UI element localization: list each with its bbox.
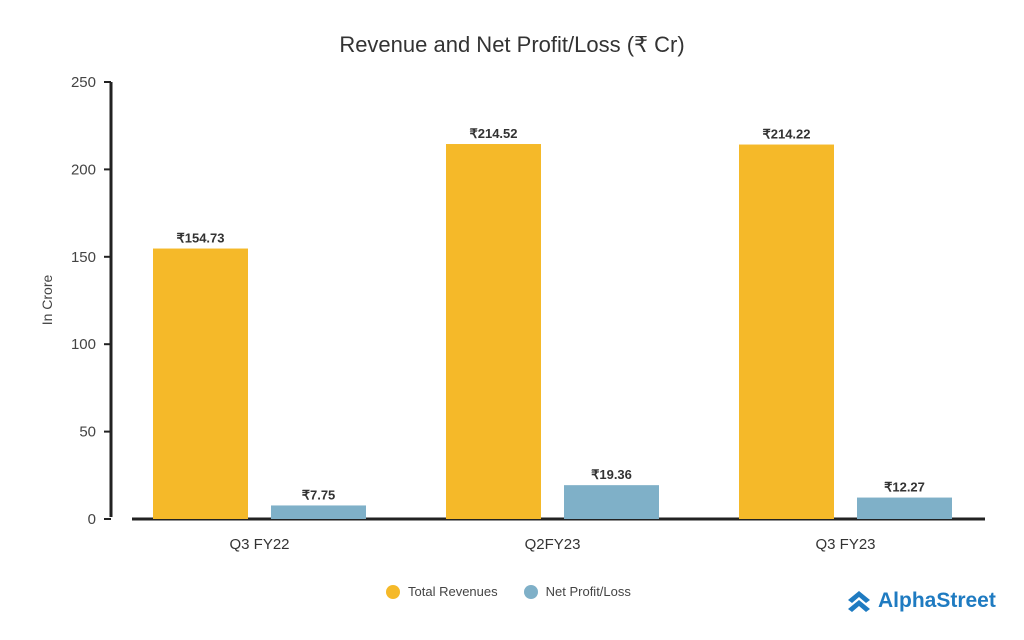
chart-title: Revenue and Net Profit/Loss (₹ Cr) [339, 32, 684, 57]
x-tick-label: Q3 FY22 [229, 536, 289, 553]
data-label: ₹12.27 [884, 480, 925, 495]
data-label: ₹7.75 [302, 487, 336, 502]
legend-label: Total Revenues [408, 584, 498, 599]
x-tick-label: Q3 FY23 [815, 536, 875, 553]
y-tick-label: 200 [71, 161, 96, 178]
y-tick-label: 100 [71, 336, 96, 353]
y-tick-label: 150 [71, 249, 96, 266]
bar-profit [271, 505, 366, 519]
y-axis-label: In Crore [39, 275, 55, 326]
x-tick-label: Q2FY23 [525, 536, 581, 553]
legend-item-profit: Net Profit/Loss [523, 584, 631, 599]
y-tick-label: 50 [79, 424, 96, 441]
bar-profit [857, 497, 952, 519]
legend-swatch-revenue [386, 584, 400, 599]
brand-logo: AlphaStreet [846, 589, 996, 613]
legend: Total Revenues Net Profit/Loss [386, 584, 631, 599]
bar-revenue [153, 248, 248, 519]
legend-swatch-profit [523, 584, 538, 599]
alphastreet-logo-icon [848, 591, 870, 612]
y-tick-label: 0 [88, 511, 96, 528]
bar-revenue [446, 144, 541, 519]
data-label: ₹154.73 [176, 231, 224, 246]
y-tick-label: 250 [71, 74, 96, 91]
legend-item-revenue: Total Revenues [386, 584, 498, 599]
data-label: ₹19.36 [591, 467, 632, 482]
bar-revenue [739, 144, 834, 519]
data-label: ₹214.52 [469, 126, 517, 141]
brand-name: AlphaStreet [878, 589, 996, 612]
bar-profit [564, 485, 659, 519]
legend-label: Net Profit/Loss [545, 584, 631, 599]
data-label: ₹214.22 [762, 127, 810, 142]
